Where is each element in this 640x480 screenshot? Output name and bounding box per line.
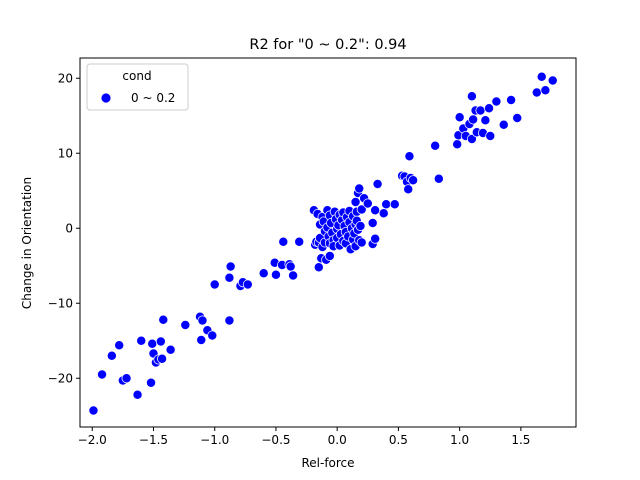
y-tick-label: 20 — [58, 71, 73, 85]
scatter-point — [225, 261, 236, 272]
x-tick-label: −0.5 — [261, 433, 290, 447]
scatter-point — [404, 151, 415, 162]
scatter-point — [258, 268, 269, 279]
scatter-point — [475, 105, 486, 116]
scatter-point — [367, 218, 378, 228]
x-tick-label: −1.5 — [139, 433, 168, 447]
scatter-point — [132, 389, 143, 400]
scatter-point — [433, 173, 444, 184]
scatter-point — [270, 269, 281, 280]
scatter-point — [491, 96, 502, 107]
legend-marker — [100, 92, 112, 104]
axis-ticks: −2.0 −1.5 −1.0 −0.5 0.0 0.5 1.0 1.5 −20 −10 0 10 20 — [48, 71, 531, 447]
x-tick-label: −1.0 — [200, 433, 229, 447]
x-tick-label: 1.5 — [511, 433, 530, 447]
scatter-point — [408, 175, 419, 186]
scatter-point — [362, 198, 373, 209]
scatter-point — [372, 179, 383, 189]
scatter-point — [224, 315, 235, 326]
scatter-point — [136, 335, 147, 346]
scatter-point — [350, 197, 361, 207]
scatter-point — [88, 405, 99, 416]
scatter-point — [354, 183, 365, 194]
scatter-point — [97, 369, 108, 380]
x-tick-label: 1.0 — [450, 433, 469, 447]
scatter-point — [285, 261, 296, 272]
scatter-point — [165, 344, 176, 355]
chart-title: R2 for "0 ~ 0.2": 0.94 — [249, 37, 406, 53]
scatter-point — [454, 112, 465, 123]
scatter-point — [370, 205, 381, 216]
scatter-point — [506, 95, 517, 105]
scatter-point — [324, 251, 335, 261]
scatter-point — [381, 199, 392, 210]
scatter-point — [430, 140, 441, 151]
scatter-point — [294, 236, 305, 247]
y-tick-label: −20 — [48, 371, 73, 385]
scatter-point — [378, 208, 389, 219]
scatter-point — [180, 320, 191, 330]
scatter-point — [356, 237, 367, 248]
scatter-point — [278, 236, 289, 247]
scatter-point — [370, 233, 381, 244]
scatter-point — [207, 330, 218, 341]
scatter-point — [452, 139, 463, 150]
scatter-point — [536, 71, 547, 82]
scatter-point — [224, 272, 235, 283]
scatter-point — [485, 131, 496, 141]
scatter-point — [155, 336, 166, 347]
scatter-point — [106, 350, 117, 361]
data-points — [88, 71, 558, 416]
scatter-point — [196, 335, 207, 345]
y-tick-label: −10 — [48, 296, 73, 310]
scatter-point — [114, 340, 125, 351]
y-tick-label: 0 — [65, 221, 73, 235]
scatter-point — [468, 114, 479, 125]
scatter-point — [484, 103, 495, 114]
scatter-point — [403, 184, 414, 195]
y-tick-label: 10 — [58, 146, 73, 160]
legend-box — [86, 63, 189, 111]
scatter-point — [147, 338, 158, 349]
scatter-point — [531, 87, 542, 98]
x-tick-label: −2.0 — [78, 433, 107, 447]
scatter-point — [498, 119, 509, 130]
scatter-point — [313, 262, 324, 273]
scatter-point — [356, 204, 367, 215]
scatter-point — [480, 115, 491, 126]
scatter-point — [466, 91, 477, 102]
scatter-point — [121, 373, 132, 384]
legend-title: cond — [122, 69, 151, 83]
x-tick-label: 0.0 — [328, 433, 347, 447]
legend: cond 0 ~ 0.2 — [86, 63, 189, 111]
scatter-point — [242, 279, 253, 290]
scatter-point — [146, 377, 157, 388]
scatter-point — [158, 314, 169, 325]
scatter-point — [512, 113, 523, 123]
scatter-point — [288, 270, 299, 281]
scatter-point — [547, 75, 558, 86]
scatter-point — [209, 279, 220, 290]
scatter-point — [157, 353, 168, 364]
plot-frame — [79, 57, 577, 428]
scatter-point — [389, 199, 400, 210]
legend-entry-label: 0 ~ 0.2 — [131, 91, 175, 105]
x-axis-label: Rel-force — [301, 456, 354, 470]
scatter-point — [355, 221, 366, 231]
y-axis-label: Change in Orientation — [20, 177, 34, 309]
scatter-point — [466, 134, 477, 144]
x-tick-label: 0.5 — [389, 433, 408, 447]
scatter-point — [540, 85, 551, 96]
scatter-point — [197, 315, 208, 326]
